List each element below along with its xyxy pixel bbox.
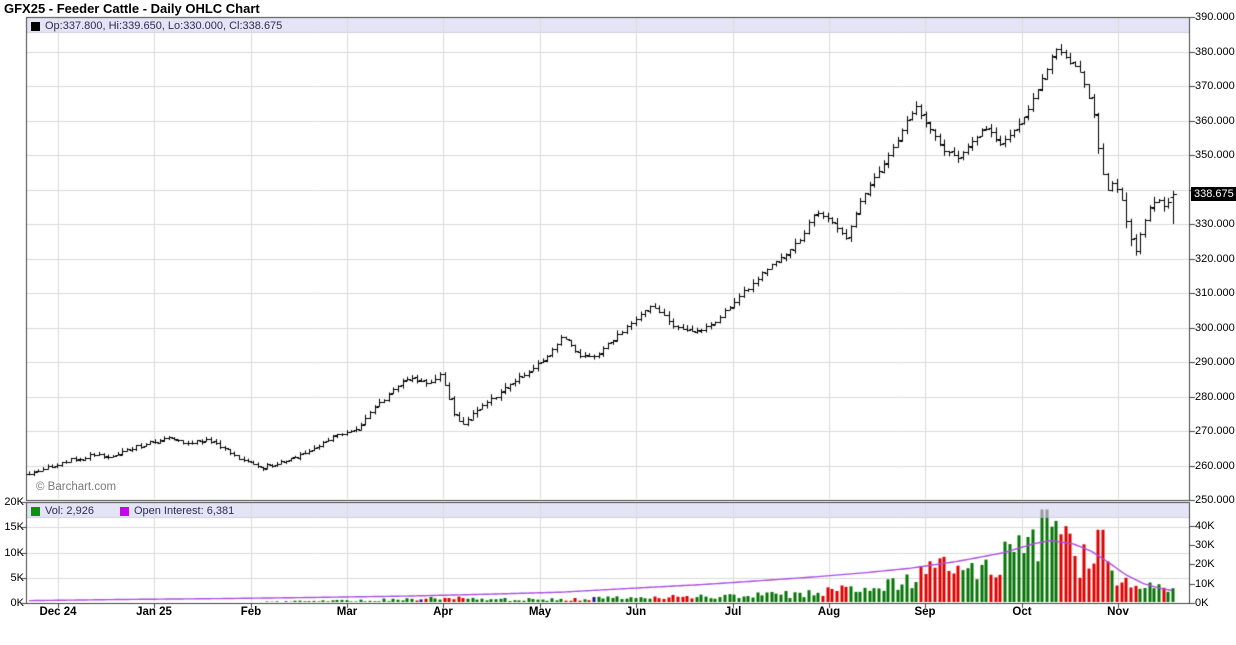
price-axis-label: 390.000	[1195, 11, 1235, 23]
date-axis-label: Jun	[625, 606, 647, 618]
ohlc-legend: Op:337.800, Hi:339.650, Lo:330.000, Cl:3…	[31, 20, 282, 32]
price-axis-label: 320.000	[1195, 253, 1235, 265]
volume-legend-marker-icon	[31, 506, 40, 516]
date-axis-label: May	[528, 606, 552, 618]
open-interest-axis-label: 0K	[1195, 597, 1209, 609]
price-axis-label: 280.000	[1195, 391, 1235, 403]
open-interest-axis-label: 30K	[1195, 539, 1215, 551]
volume-legend: Vol: 2,926 Open Interest: 6,381	[31, 505, 234, 517]
date-axis-label: Dec 24	[39, 606, 77, 618]
open-interest-axis-label: 10K	[1195, 578, 1215, 590]
last-price-badge: 338.675	[1191, 187, 1236, 201]
open-interest-legend-marker-icon	[119, 506, 129, 516]
date-axis-label: Aug	[817, 606, 841, 618]
volume-axis-label: 5K	[10, 572, 24, 584]
volume-axis-label: 15K	[4, 521, 24, 533]
watermark: © Barchart.com	[36, 481, 117, 493]
price-axis-label: 250.000	[1195, 494, 1235, 506]
volume-axis-label: 0K	[10, 597, 24, 609]
date-axis-label: Apr	[433, 606, 453, 618]
price-axis-label: 370.000	[1195, 80, 1235, 92]
price-axis-label: 300.000	[1195, 322, 1235, 334]
open-interest-legend-text: Open Interest: 6,381	[133, 505, 235, 517]
open-interest-axis-label: 20K	[1195, 558, 1215, 570]
price-axis-label: 270.000	[1195, 425, 1235, 437]
price-axis-label: 290.000	[1195, 356, 1235, 368]
date-axis-label: Nov	[1107, 606, 1129, 618]
volume-axis-label: 10K	[4, 547, 24, 559]
date-axis-label: Sep	[914, 606, 936, 618]
date-axis-label: Oct	[1012, 606, 1032, 618]
date-axis-label: Jul	[724, 606, 742, 618]
price-axis-label: 360.000	[1195, 115, 1235, 127]
volume-legend-text: Vol: 2,926	[45, 505, 94, 517]
page-title: GFX25 - Feeder Cattle - Daily OHLC Chart	[4, 1, 260, 16]
price-axis-label: 350.000	[1195, 149, 1235, 161]
volume-axis-label: 20K	[4, 496, 24, 508]
price-axis-label: 330.000	[1195, 218, 1235, 230]
price-axis-label: 380.000	[1195, 46, 1235, 58]
open-interest-axis-label: 40K	[1195, 520, 1215, 532]
ohlc-legend-marker-icon	[31, 21, 40, 31]
price-axis-label: 310.000	[1195, 287, 1235, 299]
price-axis-label: 260.000	[1195, 460, 1235, 472]
ohlc-legend-text: Op:337.800, Hi:339.650, Lo:330.000, Cl:3…	[45, 20, 283, 32]
date-axis-label: Mar	[336, 606, 358, 618]
date-axis-label: Jan 25	[136, 606, 172, 618]
date-axis-label: Feb	[240, 606, 262, 618]
